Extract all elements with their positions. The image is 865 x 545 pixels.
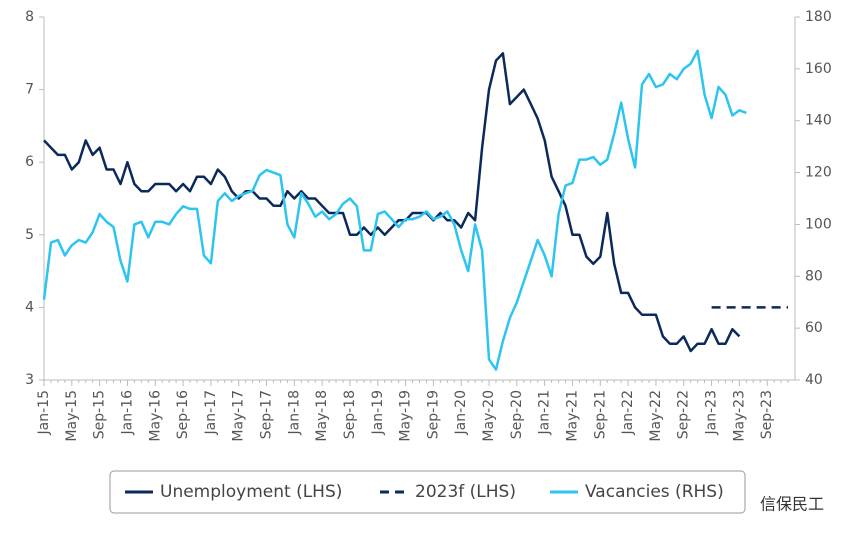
x-tick-label: Sep-17 (259, 390, 275, 439)
legend-label: Unemployment (LHS) (160, 482, 342, 502)
y2-tick-label: 100 (805, 216, 832, 232)
x-tick-label: Jan-20 (453, 390, 469, 435)
y-tick-label: 7 (25, 82, 34, 98)
y-tick-label: 5 (25, 227, 34, 243)
x-tick-label: Jan-18 (286, 390, 302, 435)
y2-tick-label: 60 (805, 320, 823, 336)
y2-tick-label: 140 (805, 113, 832, 129)
x-tick-label: May-22 (648, 390, 664, 442)
x-tick-label: Jan-17 (203, 390, 219, 435)
x-tick-label: Jan-19 (370, 390, 386, 435)
x-tick-label: Jan-22 (620, 390, 636, 435)
x-tick-label: May-16 (147, 390, 163, 442)
y2-tick-label: 160 (805, 61, 832, 77)
x-tick-label: Sep-20 (509, 390, 525, 439)
x-tick-label: Sep-19 (425, 390, 441, 439)
x-tick-label: Sep-15 (92, 390, 108, 439)
watermark: 信保民工 (760, 495, 824, 514)
y2-tick-label: 120 (805, 165, 832, 181)
x-tick-label: Sep-23 (759, 390, 775, 439)
x-tick-label: May-20 (481, 390, 497, 442)
x-tick-label: May-18 (314, 390, 330, 442)
x-tick-label: May-21 (564, 390, 580, 442)
x-tick-label: Sep-18 (342, 390, 358, 439)
x-tick-label: May-17 (231, 390, 247, 442)
y-tick-label: 4 (25, 299, 34, 315)
x-tick-label: May-23 (731, 390, 747, 442)
legend-label: 2023f (LHS) (415, 482, 516, 502)
series-line (43, 52, 741, 353)
x-tick-label: Jan-23 (704, 390, 720, 435)
x-tick-label: Sep-16 (175, 390, 191, 439)
x-tick-label: May-19 (398, 390, 414, 442)
y2-tick-label: 40 (805, 372, 823, 388)
x-tick-label: Jan-16 (119, 390, 135, 436)
x-tick-label: Jan-21 (537, 390, 553, 435)
y2-tick-label: 180 (805, 9, 832, 25)
x-tick-label: May-15 (64, 390, 80, 442)
x-tick-label: Sep-21 (592, 390, 608, 439)
y2-tick-label: 80 (805, 268, 823, 284)
y-tick-label: 3 (25, 372, 34, 388)
series-line (42, 49, 747, 371)
y-tick-label: 6 (25, 154, 34, 170)
legend-box (109, 470, 746, 514)
x-tick-label: Jan-15 (36, 390, 52, 435)
x-tick-label: Sep-22 (676, 390, 692, 439)
legend-label: Vacancies (RHS) (585, 482, 724, 502)
y-tick-label: 8 (25, 9, 34, 25)
